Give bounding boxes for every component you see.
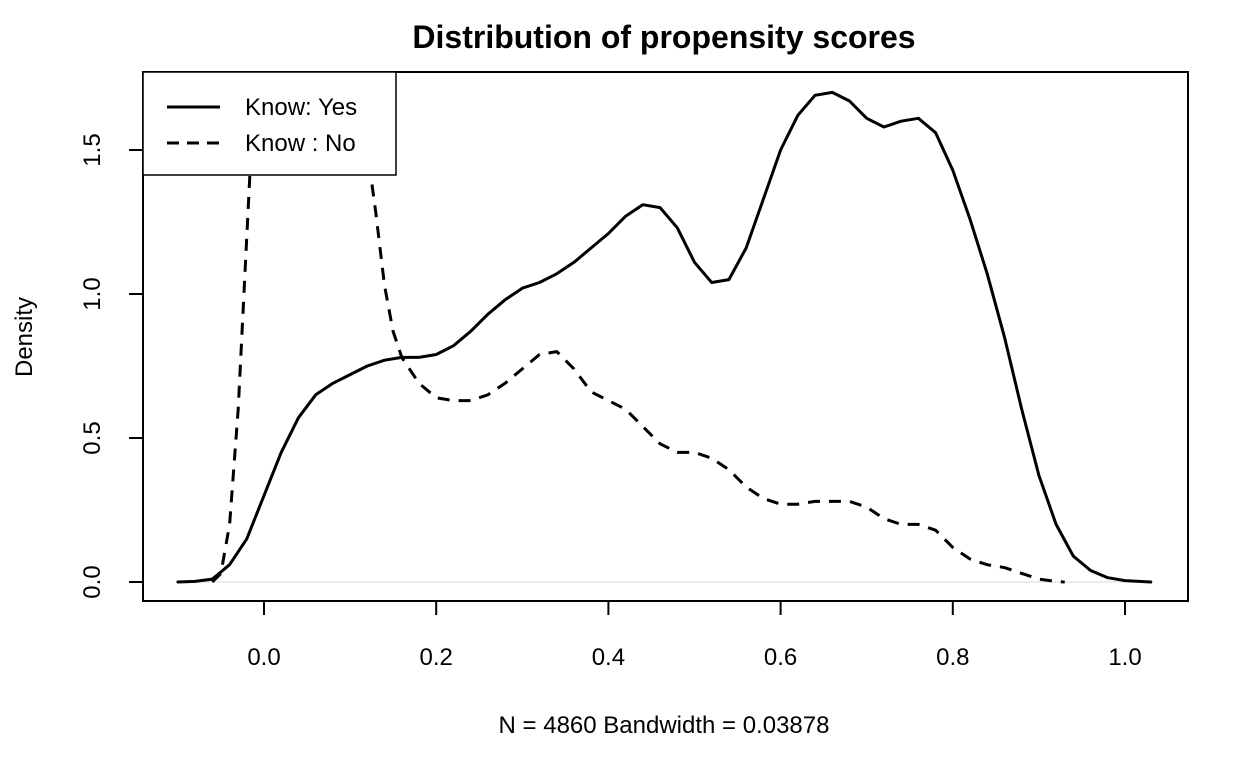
- x-tick-label: 0.6: [764, 644, 797, 671]
- legend: Know: Yes Know : No: [142, 71, 397, 176]
- legend-box: [142, 71, 397, 176]
- chart-title: Distribution of propensity scores: [412, 19, 915, 55]
- x-tick-label: 0.2: [420, 644, 453, 671]
- y-tick-label: 0.5: [79, 421, 106, 454]
- y-tick-label: 0.0: [79, 565, 106, 598]
- curves-layer: [176, 90, 1153, 584]
- y-axis: 0.0 0.5 1.0 1.5: [79, 133, 144, 599]
- x-axis-label: N = 4860 Bandwidth = 0.03878: [499, 712, 830, 739]
- x-tick-label: 0.8: [936, 644, 969, 671]
- y-tick-label: 1.0: [79, 277, 106, 310]
- legend-label-know-no: Know : No: [245, 130, 356, 157]
- x-tick-label: 1.0: [1108, 644, 1141, 671]
- series-line-know-no: [211, 148, 1065, 584]
- x-tick-label: 0.0: [247, 644, 280, 671]
- series-line-know-yes: [176, 90, 1153, 584]
- y-tick-label: 1.5: [79, 133, 106, 166]
- legend-label-know-yes: Know: Yes: [245, 94, 357, 121]
- y-axis-label: Density: [11, 297, 38, 377]
- x-axis: 0.0 0.2 0.4 0.6 0.8 1.0: [247, 600, 1142, 671]
- x-tick-label: 0.4: [592, 644, 625, 671]
